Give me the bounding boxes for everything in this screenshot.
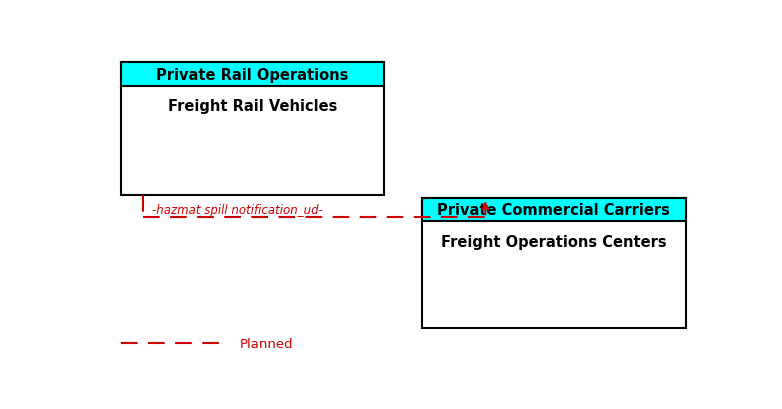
Bar <box>120 63 385 196</box>
Text: Freight Rail Vehicles: Freight Rail Vehicles <box>168 99 337 114</box>
Bar <box>422 199 686 222</box>
Text: Freight Operations Centers: Freight Operations Centers <box>441 234 666 249</box>
Bar <box>422 199 686 328</box>
Text: Planned: Planned <box>240 337 294 350</box>
Bar <box>120 63 385 86</box>
Text: Private Rail Operations: Private Rail Operations <box>156 67 349 82</box>
Text: -hazmat spill notification_ud-: -hazmat spill notification_ud- <box>152 203 323 216</box>
Text: Private Commercial Carriers: Private Commercial Carriers <box>437 203 670 218</box>
